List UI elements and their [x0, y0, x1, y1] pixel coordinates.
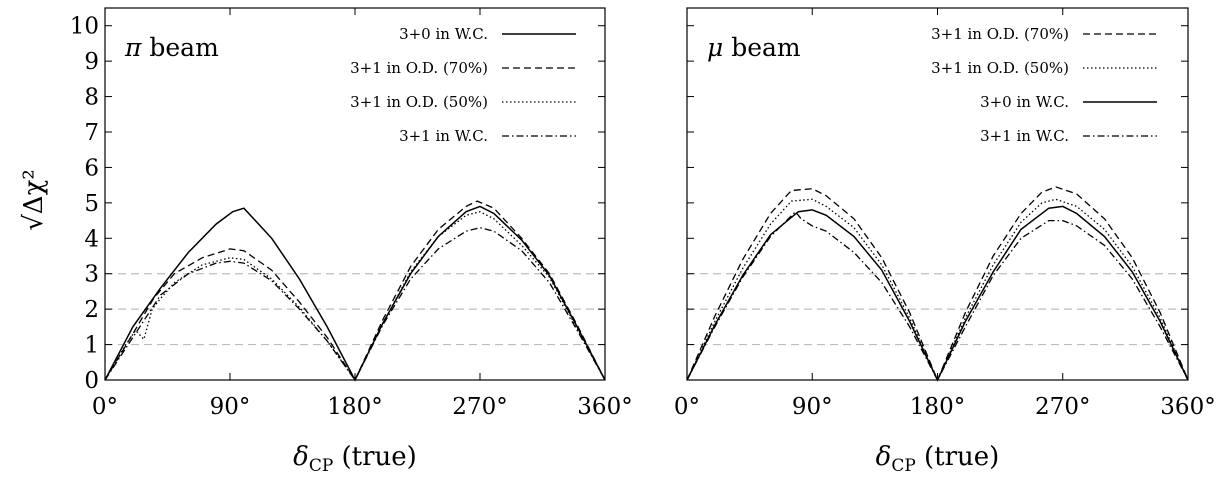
- legend-label: 3+1 in W.C.: [980, 127, 1069, 145]
- series-line-4: [104, 227, 606, 382]
- x-tick-label: 180°: [910, 394, 965, 420]
- legend-label: 3+1 in W.C.: [399, 127, 488, 145]
- x-tick-label: 0°: [92, 394, 118, 420]
- x-tick-label: 270°: [452, 394, 507, 420]
- legend-label: 3+0 in W.C.: [399, 25, 488, 43]
- x-tick-label: 270°: [1035, 394, 1090, 420]
- x-tick-label: 360°: [1160, 394, 1215, 420]
- legend-label: 3+1 in O.D. (50%): [350, 93, 488, 111]
- x-tick-label: 90°: [792, 394, 833, 420]
- legend: 3+0 in W.C. 3+1 in O.D. (70%) 3+1 in O.D. …: [350, 25, 576, 145]
- legend-label: 3+1 in O.D. (50%): [931, 59, 1069, 77]
- x-tick-label: 0°: [674, 394, 700, 420]
- chart-panel-2: 0° 90° 180° 270° 360° δCP (true) μ beam 3+1 in …: [674, 7, 1216, 476]
- legend-label: 3+1 in O.D. (70%): [931, 25, 1069, 43]
- legend-label: 3+0 in W.C.: [980, 93, 1069, 111]
- y-tick-label: 0: [84, 368, 99, 394]
- panel-label: μ beam: [707, 33, 801, 62]
- y-tick-label: 6: [84, 155, 99, 181]
- y-tick-label: 3: [84, 262, 99, 288]
- series-line-1: [686, 186, 1189, 382]
- y-tick-label: 7: [84, 120, 99, 146]
- panel-label: π beam: [124, 33, 219, 62]
- x-axis-title: δCP (true): [293, 442, 417, 476]
- legend-label: 3+1 in O.D. (70%): [350, 59, 488, 77]
- y-tick-label: 8: [84, 85, 99, 111]
- series-line-3: [104, 211, 606, 382]
- chart-panel-1: 0 1 2 3 4 5 6 7 8 9 10 0° 90° 180° 270° 360° δCP (true) √…: [19, 7, 633, 476]
- x-tick-label: 180°: [327, 394, 382, 420]
- y-tick-label: 5: [84, 191, 99, 217]
- x-tick-label: 90°: [210, 394, 251, 420]
- y-tick-label: 4: [84, 226, 99, 252]
- x-axis-title: δCP (true): [876, 442, 1000, 476]
- legend: 3+1 in O.D. (70%) 3+1 in O.D. (50%) 3+0 in…: [931, 25, 1157, 145]
- series-line-4: [686, 210, 1189, 382]
- y-axis-title: √Δχ²: [19, 169, 49, 231]
- y-tick-label: 10: [70, 14, 99, 40]
- x-tick-label: 360°: [577, 394, 632, 420]
- y-tick-label: 2: [84, 297, 99, 323]
- y-tick-label: 1: [84, 333, 99, 359]
- y-tick-label: 9: [84, 49, 99, 75]
